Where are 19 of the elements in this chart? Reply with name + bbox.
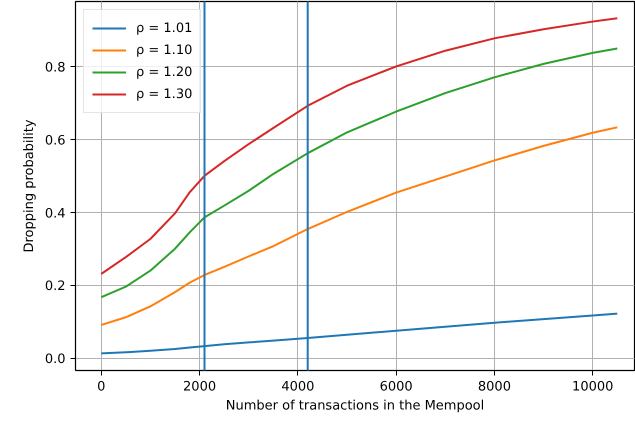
line-series [100,126,618,326]
x-tick-label: 0 [97,380,106,394]
x-tick-label: 2000 [183,380,216,394]
y-tick-label: 0.0 [44,352,66,368]
x-axis-title: Number of transactions in the Mempool [226,398,484,414]
x-tick-label: 4000 [281,380,314,394]
y-axis-title: Dropping probability [22,119,37,253]
x-tick-label: 8000 [478,380,511,394]
line-series [100,17,618,275]
y-tick-label: 0.2 [44,279,66,294]
legend-label: ρ = 1.01 [136,20,192,36]
x-tick-label: 10000 [572,380,614,394]
legend-label: ρ = 1.10 [136,42,192,58]
legend-label: ρ = 1.30 [136,86,192,102]
y-tick-label: 0.8 [44,60,66,76]
y-tick-label: 0.4 [44,206,66,222]
x-tick-label: 6000 [380,380,413,394]
legend-label: ρ = 1.20 [136,64,192,80]
y-tick-label: 0.6 [44,133,66,148]
